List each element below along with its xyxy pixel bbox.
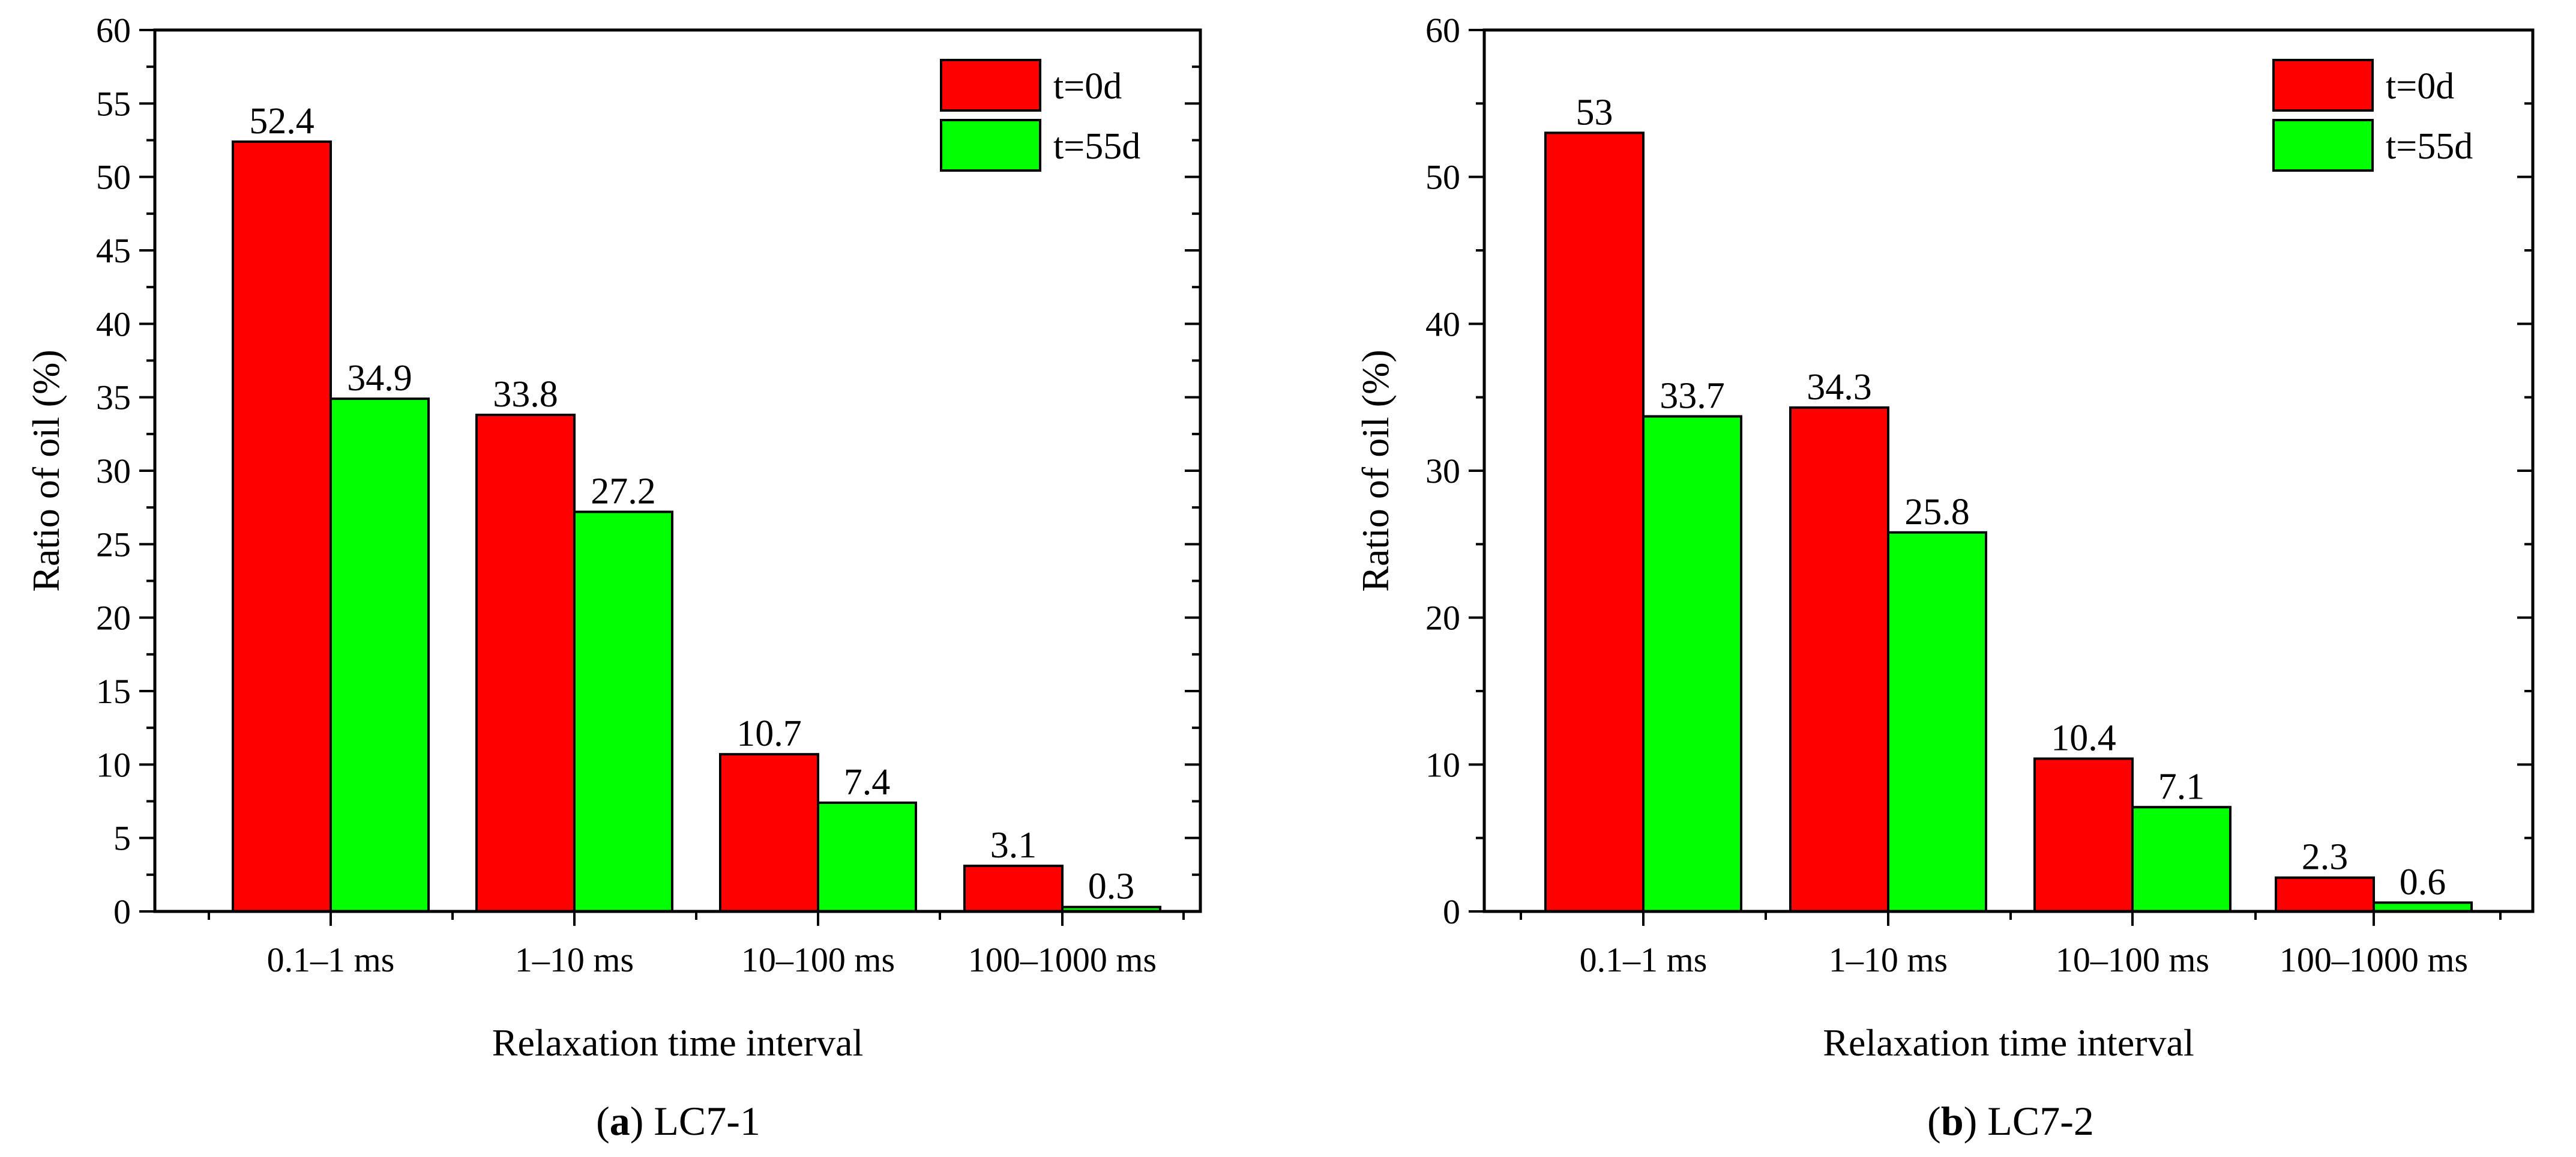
x-tick-label: 0.1–1 ms — [267, 940, 395, 979]
y-tick-label: 5 — [113, 819, 131, 858]
legend-swatch-t55d — [2272, 119, 2374, 172]
bar-t0d-0 — [232, 140, 332, 913]
data-label: 33.8 — [493, 374, 558, 415]
y-tick-label: 50 — [1425, 158, 1460, 197]
x-tick-label: 10–100 ms — [2056, 940, 2209, 979]
caption-letter: a — [610, 1098, 630, 1144]
data-label: 0.6 — [2400, 862, 2446, 902]
bar-t0d-3 — [963, 865, 1064, 913]
x-tick-label: 0.1–1 ms — [1580, 940, 1708, 979]
x-tick-label: 1–10 ms — [1829, 940, 1948, 979]
y-tick-label: 30 — [1425, 452, 1460, 491]
bar-t55d-2 — [817, 801, 917, 913]
bar-t0d-1 — [475, 414, 576, 913]
data-label: 33.7 — [1660, 375, 1725, 416]
legend-label: t=55d — [1053, 126, 1140, 167]
bar-t55d-1 — [1887, 531, 1987, 913]
plot-frame — [1482, 28, 2535, 913]
data-label: 0.3 — [1088, 866, 1135, 907]
caption-paren: ( — [596, 1098, 610, 1144]
chart-panel-b: 53 33.7 0.1–1 ms 34.3 25.8 1–10 ms 10.4 7.1 10–1… — [1354, 11, 2535, 1144]
panel-caption: (a) LC7-1 — [596, 1098, 760, 1144]
x-tick-label: 10–100 ms — [741, 940, 895, 979]
bar-t55d-2 — [2131, 806, 2231, 913]
data-label: 7.1 — [2158, 766, 2205, 807]
y-tick-label: 50 — [96, 158, 131, 197]
data-label: 2.3 — [2302, 837, 2349, 878]
legend-swatch-t0d — [940, 59, 1041, 112]
x-axis-title: Relaxation time interval — [492, 1021, 863, 1064]
y-tick-label: 55 — [96, 84, 131, 123]
y-tick-label: 30 — [96, 452, 131, 491]
data-label: 34.9 — [347, 358, 412, 399]
bar-t0d-0 — [1544, 131, 1645, 913]
caption-text: LC7-2 — [1987, 1098, 2094, 1144]
x-axis-title: Relaxation time interval — [1823, 1021, 2194, 1064]
data-label: 27.2 — [591, 471, 656, 512]
data-label: 53 — [1576, 92, 1613, 133]
data-label: 25.8 — [1904, 492, 1970, 533]
y-tick-label: 60 — [96, 11, 131, 50]
bar-t55d-0 — [1642, 415, 1742, 913]
x-tick-label: 100–1000 ms — [2280, 940, 2468, 979]
bar-t0d-1 — [1789, 406, 1889, 913]
bar-t55d-0 — [330, 397, 430, 913]
bar-t55d-1 — [573, 510, 673, 913]
y-tick-label: 10 — [96, 745, 131, 784]
y-tick-label: 25 — [96, 525, 131, 564]
data-label: 10.4 — [2051, 718, 2116, 759]
y-tick-label: 0 — [113, 892, 131, 931]
bar-t0d-2 — [719, 753, 819, 913]
bar-t0d-3 — [2275, 876, 2375, 913]
plot-frame — [153, 28, 1202, 913]
legend-label: t=0d — [2386, 66, 2454, 107]
legend-label: t=55d — [2386, 126, 2473, 167]
legend-swatch-t55d — [940, 119, 1041, 172]
y-tick-label: 40 — [1425, 304, 1460, 343]
y-axis-title: Ratio of oil (%) — [25, 349, 67, 591]
y-tick-label: 20 — [96, 599, 131, 638]
bar-t0d-2 — [2033, 757, 2134, 913]
y-tick-label: 35 — [96, 378, 131, 417]
y-tick-label: 40 — [96, 304, 131, 343]
y-tick-label: 10 — [1425, 745, 1460, 784]
data-label: 10.7 — [736, 713, 802, 754]
panel-caption: (b) LC7-2 — [1927, 1098, 2094, 1144]
legend-swatch-t0d — [2272, 59, 2374, 112]
x-tick-label: 100–1000 ms — [968, 940, 1157, 979]
y-tick-label: 60 — [1425, 11, 1460, 50]
caption-paren: ) — [630, 1098, 654, 1144]
caption-paren: ) — [1964, 1098, 1988, 1144]
x-tick-label: 1–10 ms — [515, 940, 634, 979]
y-tick-label: 20 — [1425, 599, 1460, 638]
y-tick-label: 45 — [96, 231, 131, 270]
data-label: 52.4 — [249, 101, 314, 142]
y-axis-title: Ratio of oil (%) — [1354, 349, 1397, 591]
caption-letter: b — [1941, 1098, 1964, 1144]
chart-panel-a: 52.4 34.9 0.1–1 ms 33.8 27.2 1–10 ms 10.7 7.4 10… — [25, 11, 1202, 1144]
data-label: 3.1 — [990, 825, 1037, 866]
y-tick-label: 0 — [1443, 892, 1460, 931]
data-label: 34.3 — [1807, 367, 1872, 408]
legend-label: t=0d — [1053, 66, 1122, 107]
y-tick-label: 15 — [96, 672, 131, 711]
caption-paren: ( — [1927, 1098, 1941, 1144]
data-label: 7.4 — [844, 762, 891, 803]
caption-text: LC7-1 — [654, 1098, 760, 1144]
